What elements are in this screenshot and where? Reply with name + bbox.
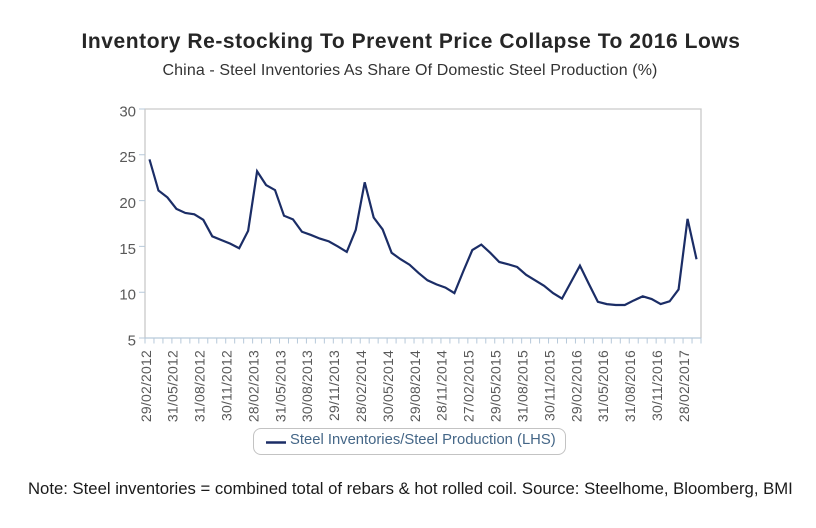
svg-text:30/11/2012: 30/11/2012 xyxy=(219,350,235,421)
svg-text:28/02/2014: 28/02/2014 xyxy=(353,350,369,422)
svg-text:30/05/2014: 30/05/2014 xyxy=(380,350,396,422)
svg-text:31/05/2013: 31/05/2013 xyxy=(272,350,288,422)
svg-text:10: 10 xyxy=(119,287,136,304)
svg-text:30/08/2013: 30/08/2013 xyxy=(299,350,315,422)
svg-text:29/08/2014: 29/08/2014 xyxy=(407,350,423,422)
svg-text:30/11/2016: 30/11/2016 xyxy=(649,350,665,421)
svg-text:30/11/2015: 30/11/2015 xyxy=(541,350,557,421)
svg-text:31/05/2012: 31/05/2012 xyxy=(165,350,181,422)
svg-text:15: 15 xyxy=(119,241,136,258)
svg-text:25: 25 xyxy=(119,149,136,166)
svg-text:30: 30 xyxy=(119,103,136,120)
svg-text:31/08/2015: 31/08/2015 xyxy=(514,350,530,422)
svg-text:31/05/2016: 31/05/2016 xyxy=(595,350,611,422)
svg-text:31/08/2016: 31/08/2016 xyxy=(622,350,638,422)
svg-text:27/02/2015: 27/02/2015 xyxy=(461,350,477,422)
svg-text:5: 5 xyxy=(128,332,136,349)
svg-text:28/02/2013: 28/02/2013 xyxy=(245,350,261,422)
svg-text:29/02/2012: 29/02/2012 xyxy=(138,350,154,422)
svg-text:31/08/2012: 31/08/2012 xyxy=(192,350,208,422)
svg-text:29/05/2015: 29/05/2015 xyxy=(488,350,504,422)
svg-text:28/02/2017: 28/02/2017 xyxy=(676,350,692,422)
svg-text:29/11/2013: 29/11/2013 xyxy=(326,350,342,421)
svg-text:29/02/2016: 29/02/2016 xyxy=(568,350,584,422)
svg-text:20: 20 xyxy=(119,195,136,212)
svg-text:28/11/2014: 28/11/2014 xyxy=(434,350,450,421)
